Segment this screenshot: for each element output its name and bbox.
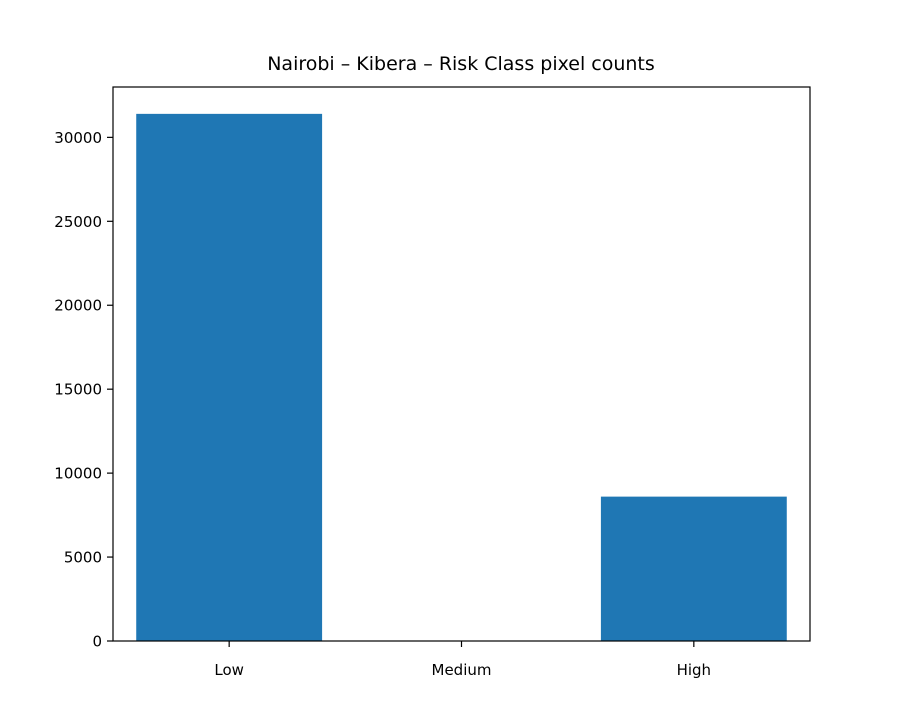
- chart-title: Nairobi – Kibera – Risk Class pixel coun…: [267, 53, 655, 75]
- x-axis: Low Medium High: [214, 641, 711, 679]
- bar-high: [600, 496, 787, 641]
- y-tick-label: 0: [92, 633, 102, 651]
- x-tick-label-high: High: [677, 661, 711, 679]
- y-tick-label: 30000: [54, 129, 102, 147]
- y-tick-label: 15000: [54, 381, 102, 399]
- y-tick-label: 25000: [54, 213, 102, 231]
- y-axis: 0 5000 10000 15000 20000 25000 30000: [54, 129, 113, 651]
- x-tick-label-medium: Medium: [432, 661, 492, 679]
- plot-frame: [112, 86, 811, 642]
- bar-low: [136, 113, 323, 642]
- bars-group: [136, 113, 787, 642]
- x-tick-label-low: Low: [214, 661, 244, 679]
- y-tick-label: 10000: [54, 465, 102, 483]
- y-tick-label: 5000: [64, 549, 102, 567]
- y-tick-label: 20000: [54, 297, 102, 315]
